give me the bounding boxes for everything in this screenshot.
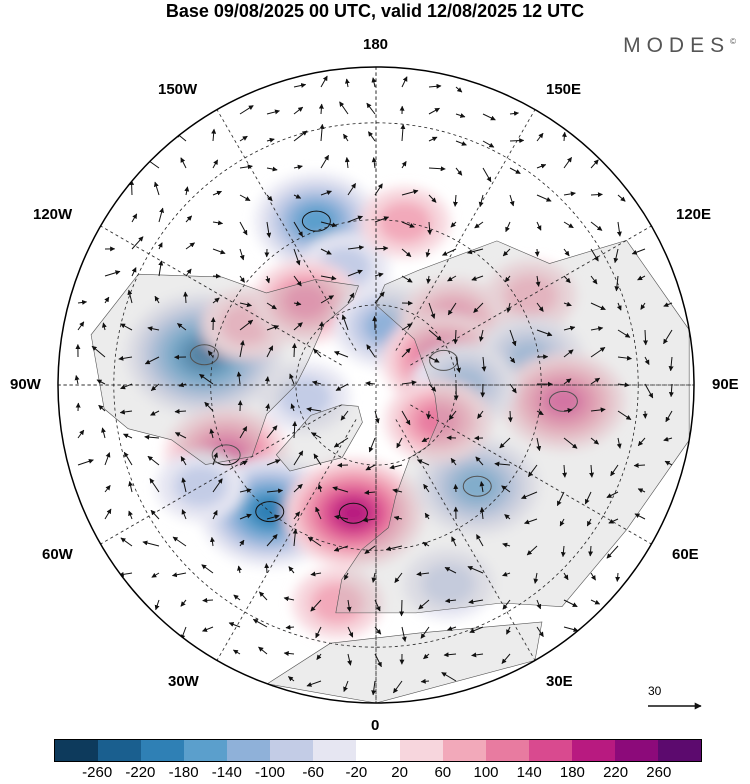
colorbar-swatch — [572, 740, 615, 761]
lon-label-90e: 90E — [712, 376, 739, 393]
wind-arrow-icon — [294, 343, 295, 357]
colorbar-swatch — [141, 740, 184, 761]
lon-label-60e: 60E — [672, 546, 699, 563]
colorbar-tick-label: 20 — [391, 764, 408, 781]
wind-scale-label: 30 — [648, 684, 661, 698]
colorbar-tick-label: -20 — [346, 764, 368, 781]
wind-arrow-icon — [266, 564, 267, 573]
wind-arrow-icon — [510, 411, 511, 422]
colorbar-tick-label: -220 — [125, 764, 155, 781]
lon-label-30w: 30W — [168, 673, 199, 690]
colorbar-swatch — [227, 740, 270, 761]
lon-label-0: 0 — [371, 717, 379, 734]
lon-label-90w: 90W — [10, 376, 41, 393]
colorbar-swatch — [443, 740, 486, 761]
lon-label-150e: 150E — [546, 81, 581, 98]
colorbar-tick-label: -60 — [302, 764, 324, 781]
lon-label-120e: 120E — [676, 206, 711, 223]
colorbar-swatch — [270, 740, 313, 761]
colorbar-tick-label: -180 — [169, 764, 199, 781]
colorbar-swatch — [98, 740, 141, 761]
wind-arrow-icon — [591, 194, 602, 195]
colorbar-swatch — [356, 740, 399, 761]
colorbar-swatch — [55, 740, 98, 761]
colorbar-swatch — [184, 740, 227, 761]
colorbar-tick-label: -140 — [212, 764, 242, 781]
colorbar-tick-label: -260 — [82, 764, 112, 781]
wind-arrow-icon — [455, 485, 456, 492]
colorbar-tick-label: 60 — [434, 764, 451, 781]
wind-arrow-icon — [428, 411, 429, 419]
wind-arrow-icon — [401, 600, 402, 616]
colorbar-tick-label: 220 — [603, 764, 628, 781]
wind-arrow-icon — [321, 104, 322, 114]
wind-arrow-icon — [634, 465, 645, 466]
wind-arrow-icon — [455, 330, 456, 344]
colorbar — [54, 739, 702, 762]
colorbar-swatch — [529, 740, 572, 761]
wind-arrow-icon — [537, 249, 538, 256]
wind-arrow-icon — [203, 600, 213, 601]
colorbar-swatch — [486, 740, 529, 761]
colorbar-swatch — [615, 740, 658, 761]
colorbar-swatch — [658, 740, 701, 761]
lon-label-60w: 60W — [42, 546, 73, 563]
lon-label-30e: 30E — [546, 673, 573, 690]
lon-label-120w: 120W — [33, 206, 72, 223]
wind-arrow-icon — [510, 140, 524, 141]
colorbar-ticks: -260 -220 -180 -140 -100 -60 -20 20 60 100 140 180 2… — [0, 764, 750, 784]
lon-label-150w: 150W — [158, 81, 197, 98]
colorbar-tick-label: 100 — [473, 764, 498, 781]
colorbar-tick-label: -100 — [255, 764, 285, 781]
colorbar-swatch — [400, 740, 443, 761]
lon-label-180: 180 — [363, 36, 388, 53]
colorbar-tick-label: 180 — [560, 764, 585, 781]
colorbar-tick-label: 260 — [646, 764, 671, 781]
anomaly-contour — [378, 201, 432, 243]
colorbar-swatch — [313, 740, 356, 761]
colorbar-tick-label: 140 — [517, 764, 542, 781]
